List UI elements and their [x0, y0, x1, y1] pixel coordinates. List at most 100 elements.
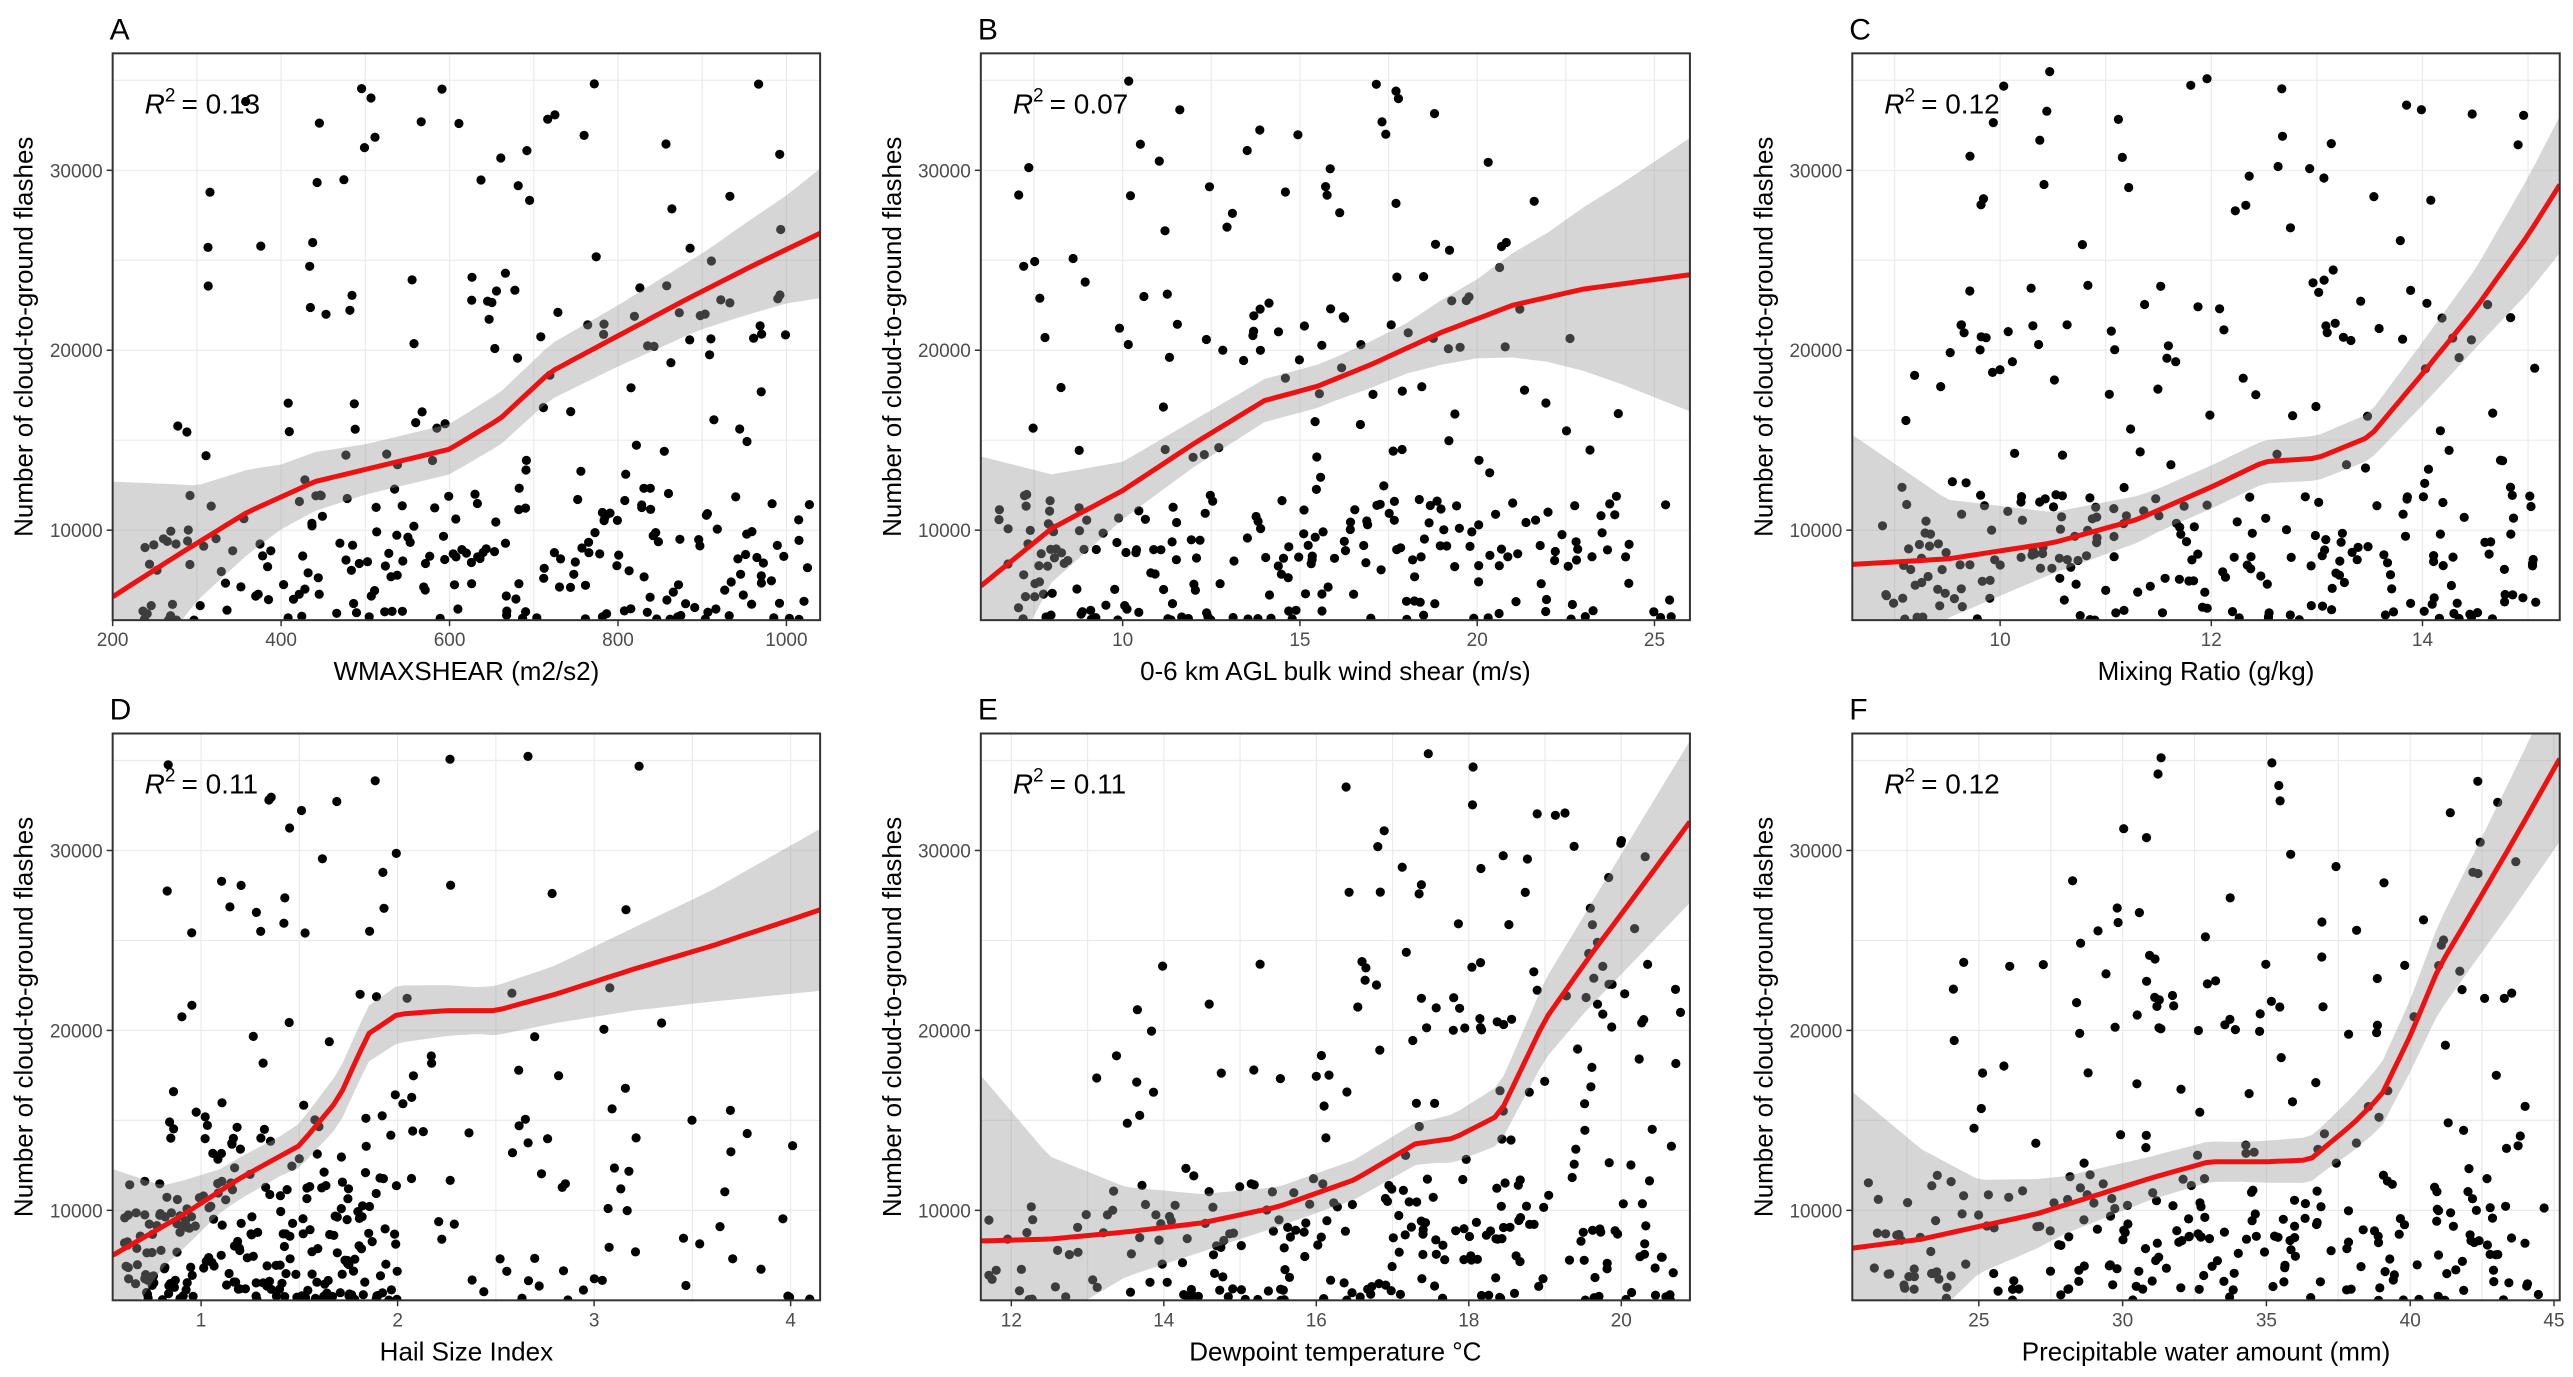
data-point [1146, 1026, 1157, 1036]
panel-letter: E [978, 694, 998, 727]
data-point [2045, 1266, 2056, 1276]
smooth-fit-line [980, 820, 1690, 1244]
data-point [1988, 118, 1998, 128]
data-point [695, 1239, 705, 1249]
data-point [1379, 481, 1389, 491]
data-point [767, 499, 777, 509]
data-point [1587, 920, 1597, 930]
data-point [1326, 304, 1336, 314]
data-point [2326, 1246, 2336, 1256]
data-point [2327, 605, 2337, 615]
data-point [261, 1182, 271, 1192]
data-point [2311, 1078, 2321, 1088]
data-point [2394, 1229, 2404, 1239]
data-point [2373, 1295, 2384, 1301]
data-point [2520, 1101, 2530, 1111]
data-point [1422, 1023, 1432, 1033]
data-point [397, 606, 407, 616]
data-point [560, 1179, 571, 1189]
data-point [1604, 872, 1614, 883]
data-point [1889, 598, 1899, 608]
data-point [1412, 1197, 1422, 1207]
x-tick-label: 45 [2543, 1310, 2564, 1331]
data-point [1504, 920, 1514, 930]
data-point [377, 1288, 388, 1298]
data-point [2412, 1260, 2422, 1270]
data-point [2246, 552, 2256, 562]
data-point [2327, 583, 2337, 594]
data-point [580, 580, 591, 590]
data-point [319, 1167, 329, 1177]
data-point [1668, 1268, 1678, 1278]
data-point [1419, 534, 1429, 544]
data-point [1388, 446, 1398, 456]
x-tick-label: 12 [1001, 1310, 1022, 1331]
data-point [1035, 293, 1045, 303]
data-point [1102, 1210, 1112, 1220]
data-point [2030, 549, 2040, 559]
data-point [2225, 1292, 2235, 1301]
data-point [1607, 979, 1617, 990]
data-point [1436, 504, 1446, 514]
data-point [349, 598, 359, 609]
data-point [1406, 1222, 1416, 1232]
data-point [1154, 1235, 1164, 1245]
data-point [776, 224, 786, 235]
data-point [2057, 450, 2068, 460]
data-point [2471, 1205, 2481, 1215]
data-point [538, 403, 549, 413]
data-point [2278, 1214, 2288, 1224]
data-point [2495, 455, 2506, 465]
data-point [296, 805, 307, 816]
data-point [347, 290, 357, 300]
x-axis-label: Dewpoint temperature °C [1189, 1336, 1481, 1366]
data-point [1431, 1249, 1441, 1259]
data-point [2119, 824, 2129, 834]
data-point [2045, 67, 2055, 77]
data-point [204, 1253, 214, 1263]
data-point [794, 515, 804, 525]
data-point [143, 1293, 153, 1301]
data-point [162, 1192, 172, 1202]
data-point [1620, 989, 1630, 999]
data-point [2122, 1200, 2133, 1210]
data-point [1881, 590, 1891, 600]
data-point [2010, 448, 2020, 458]
data-point [2300, 1213, 2310, 1223]
data-point [1267, 1187, 1277, 1197]
data-point [1419, 272, 1429, 282]
data-point [1303, 540, 1313, 551]
data-point [2117, 152, 2127, 162]
data-point [378, 1174, 388, 1184]
data-point [1666, 612, 1676, 621]
panel-letter: A [110, 13, 130, 46]
data-point [1160, 226, 1170, 236]
data-point [2193, 1025, 2203, 1036]
data-point [377, 1111, 387, 1121]
data-point [1567, 599, 1577, 610]
data-point [712, 524, 722, 534]
data-point [1404, 1197, 1414, 1207]
data-point [1344, 887, 1354, 897]
data-point [2106, 326, 2116, 336]
data-point [320, 1279, 330, 1289]
data-point [536, 1169, 547, 1179]
data-point [358, 1290, 368, 1300]
data-point [1381, 1280, 1391, 1290]
data-point [337, 1269, 347, 1279]
data-point [157, 1295, 167, 1301]
data-point [1613, 409, 1623, 419]
data-point [407, 275, 417, 285]
data-point [1410, 572, 1420, 582]
r-squared-value: = 0.07 [1050, 88, 1129, 119]
data-point [2374, 1112, 2384, 1122]
data-point [209, 1214, 219, 1224]
data-point [1587, 552, 1597, 562]
data-point [1566, 614, 1576, 621]
data-point [2272, 449, 2282, 459]
data-point [1580, 1295, 1590, 1301]
data-point [2316, 1202, 2326, 1212]
data-point [1588, 1225, 1598, 1235]
data-point [2311, 1219, 2322, 1230]
data-point [381, 1259, 391, 1269]
